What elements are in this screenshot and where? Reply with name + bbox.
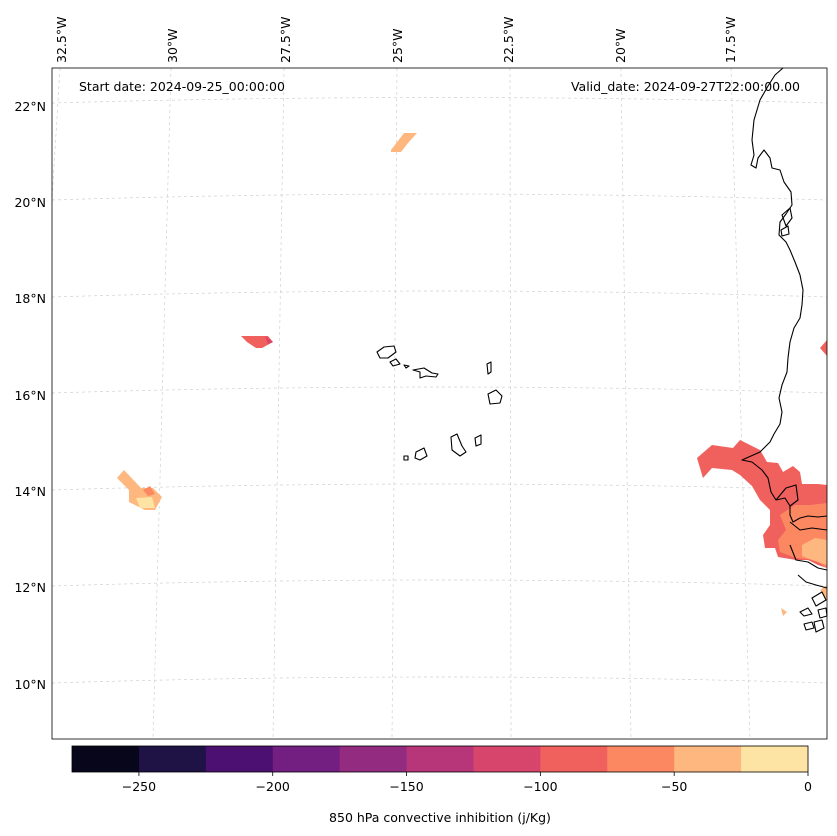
valid-date-annotation: Valid_date: 2024-09-27T22:00:00.00 — [571, 79, 800, 94]
lat-label-22n: 22°N — [14, 99, 46, 114]
coast-south-4 — [811, 591, 827, 607]
coastlines — [376, 67, 828, 633]
colorbar-tick-label: −250 — [122, 779, 156, 794]
cin-patch-southeast-2 — [820, 585, 827, 600]
banc-arguin-islands — [780, 207, 793, 237]
cin-contours — [117, 133, 827, 616]
colorbar-cell — [205, 746, 274, 772]
lon-label-20w: 20°W — [613, 28, 628, 63]
island-sao-vicente — [389, 358, 401, 367]
cin-patch-northwest — [241, 336, 273, 348]
island-brava — [403, 455, 409, 461]
coast-south-3 — [797, 574, 828, 589]
colorbar-label: 850 hPa convective inhibition (j/Kg) — [329, 810, 551, 825]
colorbar-cells — [72, 746, 809, 772]
gambia-river — [775, 484, 799, 507]
cin-patch-west-core — [136, 497, 155, 508]
bijagos-1 — [799, 607, 813, 617]
colorbar-cell — [473, 746, 541, 772]
lat-label-10n: 10°N — [14, 677, 46, 692]
cin-patch-west-mid — [143, 486, 155, 496]
colorbar: −250 −200 −150 −100 −50 0 850 hPa convective … — [71, 745, 812, 825]
colorbar-cell — [272, 746, 341, 772]
map-border — [51, 67, 828, 740]
lat-label-18n: 18°N — [14, 291, 46, 306]
cin-region-east-core — [802, 538, 827, 565]
lon-label-25w: 25°W — [390, 28, 405, 63]
lat-label-20n: 20°N — [14, 195, 46, 210]
colorbar-cell — [607, 746, 675, 772]
lon-label-27-5w: 27.5°W — [278, 17, 293, 63]
start-date-annotation: Start date: 2024-09-25_00:00:00 — [79, 79, 285, 94]
island-maio — [474, 434, 482, 447]
lat-label-14n: 14°N — [14, 484, 46, 499]
colorbar-cell — [72, 746, 140, 772]
island-santa-luzia — [403, 364, 410, 369]
bijagos-2 — [803, 621, 815, 631]
coast-south-1 — [789, 521, 828, 531]
colorbar-tick-label: −100 — [523, 779, 557, 794]
latitude-labels: 22°N 20°N 18°N 16°N 14°N 12°N 10°N — [14, 99, 46, 692]
cin-patch-east-edge — [820, 340, 827, 356]
colorbar-cell — [138, 746, 207, 772]
lon-label-32-5w: 32.5°W — [54, 17, 69, 63]
colorbar-tick-label: −50 — [661, 779, 687, 794]
colorbar-cell — [674, 746, 742, 772]
lon-label-22-5w: 22.5°W — [501, 17, 516, 63]
colorbar-tick-label: 0 — [804, 779, 812, 794]
island-sal — [486, 361, 492, 375]
colorbar-border — [71, 745, 809, 773]
cin-patch-north — [391, 133, 417, 152]
island-boa-vista — [487, 389, 503, 405]
island-sao-nicolau — [412, 367, 439, 379]
island-santiago — [450, 433, 467, 457]
island-fogo — [414, 447, 428, 461]
colorbar-ticks: −250 −200 −150 −100 −50 0 — [122, 772, 812, 794]
colorbar-cell — [406, 746, 474, 772]
colorbar-cell — [741, 746, 809, 772]
longitude-labels: 32.5°W 30°W 27.5°W 25°W 22.5°W 20°W 17.5… — [54, 17, 738, 63]
colorbar-tick-label: −150 — [389, 779, 423, 794]
africa-coastline — [741, 67, 828, 523]
island-santo-antao — [376, 345, 397, 359]
colorbar-tick-label: −200 — [256, 779, 290, 794]
cin-patch-southeast — [781, 608, 787, 616]
lat-label-12n: 12°N — [14, 580, 46, 595]
colorbar-cell — [540, 746, 608, 772]
bijagos-3 — [813, 619, 825, 633]
coast-south-2 — [789, 544, 828, 571]
lat-label-16n: 16°N — [14, 388, 46, 403]
lon-label-17-5w: 17.5°W — [723, 17, 738, 63]
map-area — [52, 68, 827, 739]
colorbar-cell — [339, 746, 408, 772]
lon-label-30w: 30°W — [165, 28, 180, 63]
cin-patch-northwest-edge — [265, 336, 273, 344]
graticule — [51, 67, 828, 740]
